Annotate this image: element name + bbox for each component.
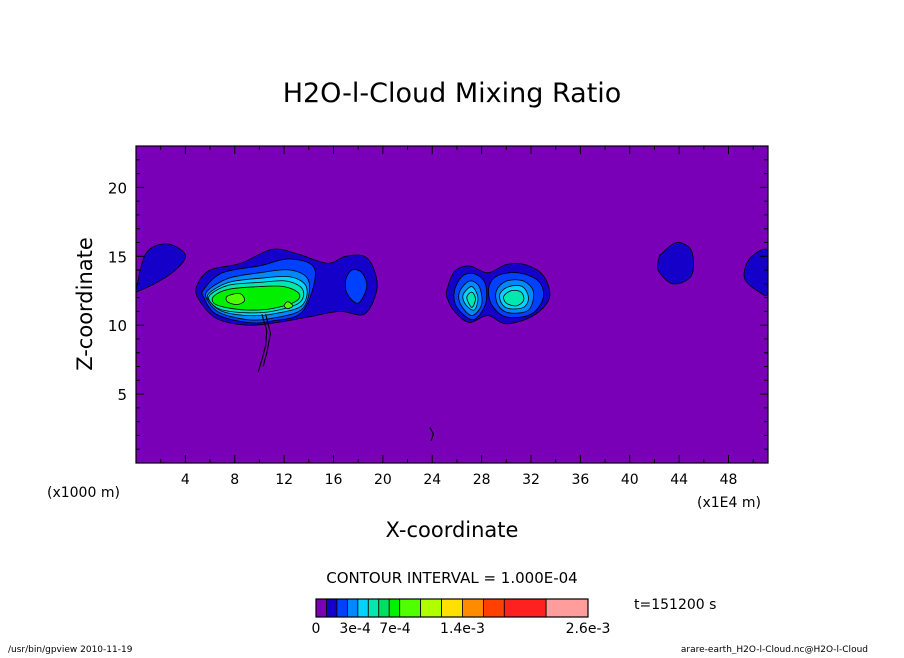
- x-tick-label: 12: [275, 472, 293, 488]
- contour-line: [429, 426, 435, 442]
- contour-region-level-8: [225, 292, 246, 305]
- colorbar-tick-label: 2.6e-3: [566, 621, 611, 637]
- colorbar-tick-label: 0: [312, 621, 321, 637]
- colorbar-swatch: [346, 598, 359, 618]
- colorbar-swatch: [399, 598, 422, 618]
- x-tick-label: 16: [325, 472, 343, 488]
- colorbar-frame: [315, 598, 589, 618]
- contour-region-level-1: [656, 242, 694, 285]
- colorbar-swatch: [482, 598, 505, 618]
- y-tick-label: 5: [117, 386, 127, 404]
- y-axis-label: Z-coordinate: [73, 237, 97, 371]
- colorbar-swatch: [357, 598, 369, 618]
- contour-region-level-5: [466, 291, 476, 308]
- contour-region-level-1: [743, 248, 768, 297]
- chart-title: H2O-l-Cloud Mixing Ratio: [283, 78, 622, 109]
- contour-region-level-5: [503, 289, 525, 307]
- colorbar-swatch: [503, 598, 547, 618]
- colorbar-swatch: [420, 598, 442, 618]
- x-tick-label: 32: [522, 472, 540, 488]
- x-tick-label: 36: [571, 472, 589, 488]
- colorbar-swatch: [378, 598, 390, 618]
- contour-line-layer: [257, 313, 435, 442]
- x-tick-label: 40: [621, 472, 639, 488]
- x-tick-label: 8: [230, 472, 239, 488]
- plot-frame: [135, 145, 769, 464]
- x-tick-label: 24: [423, 472, 441, 488]
- time-label: t=151200 s: [634, 597, 716, 613]
- colorbar-swatch: [545, 598, 589, 618]
- x-tick-label: 48: [720, 472, 738, 488]
- colorbar-swatch: [336, 598, 348, 618]
- footer-right-text: arare-earth_H2O-l-Cloud.nc@H2O-l-Cloud: [681, 645, 868, 654]
- colorbar: [315, 598, 589, 618]
- y-tick-label: 15: [108, 248, 127, 266]
- contour-region-level-8: [283, 301, 294, 310]
- colorbar-swatch: [315, 598, 327, 618]
- contour-interval-label: CONTOUR INTERVAL = 1.000E-04: [326, 569, 577, 587]
- contour-region-level-1: [136, 243, 186, 293]
- x-tick-label: 20: [374, 472, 392, 488]
- colorbar-tick-labels: 0 3e-4 7e-4 1.4e-3 2.6e-3: [312, 621, 611, 637]
- contour-line: [262, 313, 272, 367]
- x-tick-label: 28: [473, 472, 491, 488]
- colorbar-swatch: [462, 598, 484, 618]
- contour-line: [257, 313, 268, 373]
- contour-fill-layer: [136, 242, 768, 326]
- contour-region-level-2: [344, 269, 368, 304]
- x-scale-label: (x1E4 m): [697, 495, 761, 511]
- colorbar-swatch: [367, 598, 380, 618]
- colorbar-swatch: [441, 598, 463, 618]
- y-tick-label: 20: [108, 179, 127, 197]
- footer-left-text: /usr/bin/gpview 2010-11-19: [8, 645, 133, 654]
- x-units-label: (x1000 m): [47, 485, 120, 501]
- colorbar-tick-label: 7e-4: [379, 621, 411, 637]
- colorbar-swatch: [388, 598, 401, 618]
- y-axis-ticks: 5 10 15 20: [108, 159, 768, 450]
- x-tick-label: 44: [670, 472, 688, 488]
- colorbar-tick-label: 1.4e-3: [440, 621, 485, 637]
- x-tick-label: 4: [181, 472, 190, 488]
- colorbar-tick-label: 3e-4: [339, 621, 371, 637]
- x-axis-label: X-coordinate: [386, 518, 519, 542]
- y-tick-label: 10: [108, 317, 127, 335]
- x-axis-ticks: 4 8 12 16 20 24 28 32 36 40 44 48: [160, 146, 754, 488]
- colorbar-swatch: [326, 598, 338, 618]
